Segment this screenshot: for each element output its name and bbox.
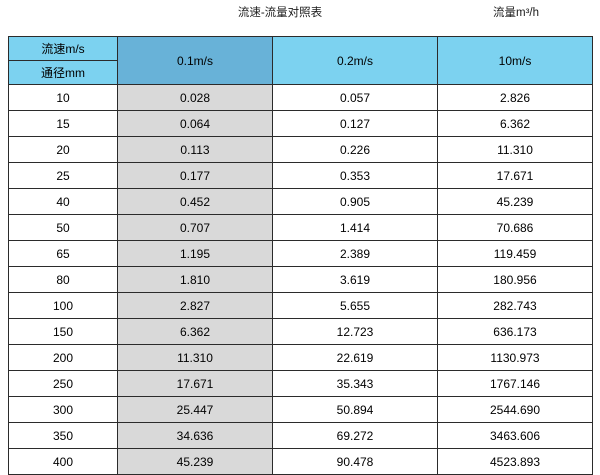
cell-flow-10: 3463.606 — [437, 422, 593, 449]
cell-flow-10: 4523.893 — [437, 448, 593, 475]
column-header-1: 0.1m/s — [117, 36, 273, 85]
cell-diameter: 200 — [8, 344, 118, 371]
table-row: 10 0.028 0.057 2.826 — [8, 84, 593, 111]
table-row: 40 0.452 0.905 45.239 — [8, 188, 593, 215]
table-row: 25 0.177 0.353 17.671 — [8, 162, 593, 189]
cell-diameter: 300 — [8, 396, 118, 423]
cell-flow-10: 636.173 — [437, 318, 593, 345]
table-row: 15 0.064 0.127 6.362 — [8, 110, 593, 137]
cell-flow-0-1: 0.707 — [117, 214, 273, 241]
cell-flow-10: 17.671 — [437, 162, 593, 189]
cell-flow-0-2: 69.272 — [272, 422, 438, 449]
cell-flow-0-1: 0.028 — [117, 84, 273, 111]
cell-flow-0-2: 35.343 — [272, 370, 438, 397]
cell-flow-10: 70.686 — [437, 214, 593, 241]
cell-flow-10: 282.743 — [437, 292, 593, 319]
table-row: 50 0.707 1.414 70.686 — [8, 214, 593, 241]
cell-flow-0-1: 17.671 — [117, 370, 273, 397]
cell-flow-0-1: 0.064 — [117, 110, 273, 137]
table-row: 400 45.239 90.478 4523.893 — [8, 448, 593, 475]
cell-flow-0-2: 0.353 — [272, 162, 438, 189]
cell-flow-0-1: 6.362 — [117, 318, 273, 345]
cell-diameter: 350 — [8, 422, 118, 449]
column-header-3: 10m/s — [437, 36, 593, 85]
cell-flow-0-1: 34.636 — [117, 422, 273, 449]
flow-unit-label: 流量m³/h — [493, 7, 539, 19]
cell-flow-0-2: 1.414 — [272, 214, 438, 241]
titles-bar: 流速-流量对照表 流量m³/h — [0, 0, 600, 34]
cell-diameter: 40 — [8, 188, 118, 215]
column-header-2: 0.2m/s — [272, 36, 438, 85]
cell-flow-0-2: 2.389 — [272, 240, 438, 267]
cell-flow-0-1: 2.827 — [117, 292, 273, 319]
cell-diameter: 80 — [8, 266, 118, 293]
cell-flow-0-1: 1.195 — [117, 240, 273, 267]
cell-flow-0-1: 0.113 — [117, 136, 273, 163]
cell-flow-0-1: 25.447 — [117, 396, 273, 423]
cell-diameter: 20 — [8, 136, 118, 163]
cell-flow-0-2: 90.478 — [272, 448, 438, 475]
table-row: 100 2.827 5.655 282.743 — [8, 292, 593, 319]
table-row: 65 1.195 2.389 119.459 — [8, 240, 593, 267]
cell-diameter: 15 — [8, 110, 118, 137]
cell-flow-0-1: 45.239 — [117, 448, 273, 475]
cell-flow-10: 1767.146 — [437, 370, 593, 397]
cell-flow-10: 2.826 — [437, 84, 593, 111]
cell-flow-10: 1130.973 — [437, 344, 593, 371]
cell-diameter: 65 — [8, 240, 118, 267]
cell-flow-0-1: 1.810 — [117, 266, 273, 293]
cell-flow-10: 11.310 — [437, 136, 593, 163]
cell-flow-10: 2544.690 — [437, 396, 593, 423]
cell-flow-10: 119.459 — [437, 240, 593, 267]
cell-diameter: 400 — [8, 448, 118, 475]
table-body: 流速m/s 0.1m/s 0.2m/s 10m/s 通径mm 10 0.028 0.057 2.… — [8, 36, 593, 475]
header-velocity-label: 流速m/s — [8, 36, 118, 61]
table-row: 200 11.310 22.619 1130.973 — [8, 344, 593, 371]
table-row: 300 25.447 50.894 2544.690 — [8, 396, 593, 423]
cell-diameter: 50 — [8, 214, 118, 241]
cell-flow-10: 6.362 — [437, 110, 593, 137]
cell-flow-0-1: 0.177 — [117, 162, 273, 189]
page-title: 流速-流量对照表 — [237, 7, 323, 19]
cell-flow-0-2: 0.226 — [272, 136, 438, 163]
cell-flow-0-2: 3.619 — [272, 266, 438, 293]
cell-flow-0-2: 0.905 — [272, 188, 438, 215]
table-row: 20 0.113 0.226 11.310 — [8, 136, 593, 163]
table-header-row-top: 流速m/s 0.1m/s 0.2m/s 10m/s — [8, 36, 593, 85]
cell-flow-0-2: 12.723 — [272, 318, 438, 345]
cell-diameter: 150 — [8, 318, 118, 345]
cell-diameter: 100 — [8, 292, 118, 319]
table-row: 80 1.810 3.619 180.956 — [8, 266, 593, 293]
cell-diameter: 25 — [8, 162, 118, 189]
table-row: 350 34.636 69.272 3463.606 — [8, 422, 593, 449]
cell-flow-0-2: 0.127 — [272, 110, 438, 137]
cell-flow-0-2: 5.655 — [272, 292, 438, 319]
cell-flow-0-2: 22.619 — [272, 344, 438, 371]
cell-flow-0-2: 0.057 — [272, 84, 438, 111]
cell-flow-10: 180.956 — [437, 266, 593, 293]
cell-flow-0-2: 50.894 — [272, 396, 438, 423]
flow-velocity-table-container: 流速m/s 0.1m/s 0.2m/s 10m/s 通径mm 10 0.028 0.057 2.… — [8, 36, 593, 475]
cell-diameter: 10 — [8, 84, 118, 111]
cell-flow-10: 45.239 — [437, 188, 593, 215]
cell-flow-0-1: 0.452 — [117, 188, 273, 215]
table-row: 250 17.671 35.343 1767.146 — [8, 370, 593, 397]
header-diameter-label: 通径mm — [8, 60, 118, 85]
flow-velocity-table: 流速m/s 0.1m/s 0.2m/s 10m/s 通径mm 10 0.028 0.057 2.… — [8, 36, 593, 475]
cell-diameter: 250 — [8, 370, 118, 397]
table-row: 150 6.362 12.723 636.173 — [8, 318, 593, 345]
table-header-row-bottom: 通径mm — [8, 60, 593, 85]
cell-flow-0-1: 11.310 — [117, 344, 273, 371]
